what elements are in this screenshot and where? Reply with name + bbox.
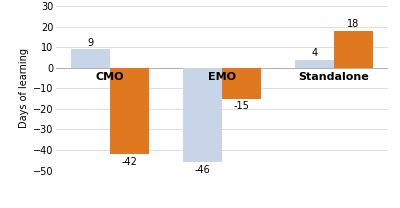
Text: -46: -46	[194, 165, 210, 175]
Y-axis label: Days of learning: Days of learning	[18, 48, 28, 128]
Text: 18: 18	[347, 19, 360, 29]
Bar	[334, 31, 373, 68]
Bar	[110, 68, 149, 154]
Text: CMO: CMO	[96, 72, 124, 82]
Bar	[295, 60, 334, 68]
Bar	[183, 68, 222, 162]
Text: 4: 4	[311, 48, 317, 58]
Bar	[71, 49, 110, 68]
Text: -15: -15	[234, 101, 250, 111]
Text: EMO: EMO	[208, 72, 236, 82]
Bar	[222, 68, 261, 99]
Text: 9: 9	[88, 38, 94, 48]
Text: -42: -42	[122, 157, 138, 167]
Text: Standalone: Standalone	[298, 72, 369, 82]
